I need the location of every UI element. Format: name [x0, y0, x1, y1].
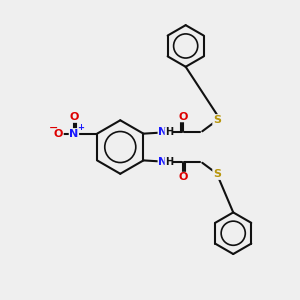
Text: O: O	[178, 112, 188, 122]
Text: +: +	[77, 123, 84, 132]
Text: H: H	[165, 127, 173, 137]
Text: N: N	[69, 129, 79, 139]
Text: −: −	[48, 123, 58, 133]
Text: N: N	[158, 157, 167, 167]
Text: O: O	[54, 129, 63, 139]
Text: N: N	[158, 127, 167, 137]
Text: H: H	[165, 157, 173, 167]
Text: O: O	[178, 172, 188, 182]
Text: O: O	[69, 112, 79, 122]
Text: S: S	[213, 169, 221, 179]
Text: S: S	[213, 115, 221, 125]
